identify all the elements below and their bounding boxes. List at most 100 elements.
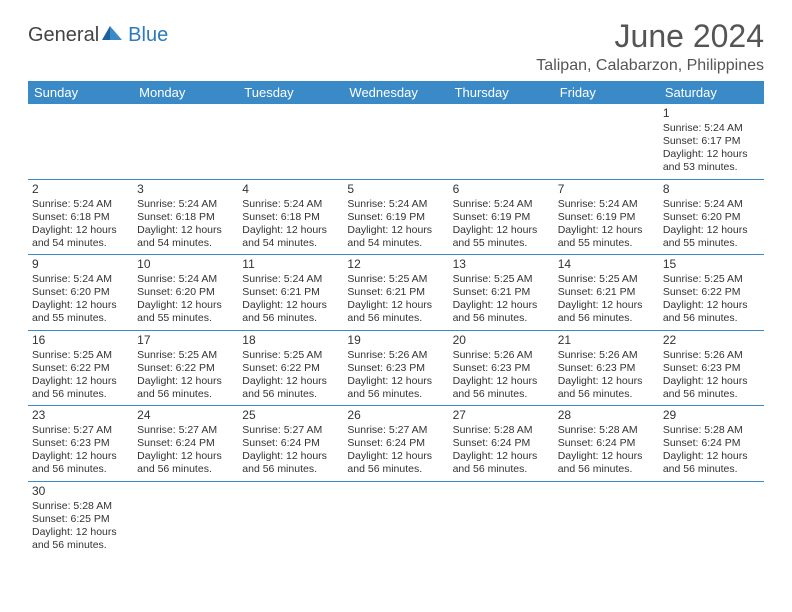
brand-logo: General Blue — [28, 24, 168, 47]
sunrise-line: Sunrise: 5:28 AM — [663, 424, 760, 437]
sunset-line: Sunset: 6:20 PM — [663, 211, 760, 224]
sunset-line: Sunset: 6:21 PM — [242, 286, 339, 299]
sunset-line: Sunset: 6:20 PM — [32, 286, 129, 299]
sunset-line: Sunset: 6:24 PM — [347, 437, 444, 450]
daylight-line: Daylight: 12 hours and 56 minutes. — [558, 375, 655, 401]
calendar-cell-empty — [449, 104, 554, 179]
sunrise-line: Sunrise: 5:28 AM — [558, 424, 655, 437]
calendar-cell: 29Sunrise: 5:28 AMSunset: 6:24 PMDayligh… — [659, 406, 764, 482]
sunrise-line: Sunrise: 5:24 AM — [347, 198, 444, 211]
page-title: June 2024 — [536, 18, 764, 55]
calendar-cell: 9Sunrise: 5:24 AMSunset: 6:20 PMDaylight… — [28, 255, 133, 331]
calendar-cell: 4Sunrise: 5:24 AMSunset: 6:18 PMDaylight… — [238, 179, 343, 255]
calendar-cell: 27Sunrise: 5:28 AMSunset: 6:24 PMDayligh… — [449, 406, 554, 482]
daylight-line: Daylight: 12 hours and 56 minutes. — [558, 299, 655, 325]
sunset-line: Sunset: 6:20 PM — [137, 286, 234, 299]
daylight-line: Daylight: 12 hours and 54 minutes. — [242, 224, 339, 250]
daylight-line: Daylight: 12 hours and 56 minutes. — [453, 450, 550, 476]
sunset-line: Sunset: 6:22 PM — [32, 362, 129, 375]
calendar-cell: 30Sunrise: 5:28 AMSunset: 6:25 PMDayligh… — [28, 481, 133, 556]
daylight-line: Daylight: 12 hours and 56 minutes. — [347, 299, 444, 325]
day-number: 22 — [663, 333, 760, 348]
day-number: 1 — [663, 106, 760, 121]
sunrise-line: Sunrise: 5:24 AM — [137, 198, 234, 211]
calendar-cell: 25Sunrise: 5:27 AMSunset: 6:24 PMDayligh… — [238, 406, 343, 482]
day-number: 9 — [32, 257, 129, 272]
daylight-line: Daylight: 12 hours and 56 minutes. — [137, 375, 234, 401]
calendar-cell: 28Sunrise: 5:28 AMSunset: 6:24 PMDayligh… — [554, 406, 659, 482]
daylight-line: Daylight: 12 hours and 56 minutes. — [137, 450, 234, 476]
day-number: 10 — [137, 257, 234, 272]
sunrise-line: Sunrise: 5:24 AM — [32, 198, 129, 211]
sunrise-line: Sunrise: 5:27 AM — [242, 424, 339, 437]
calendar-table: SundayMondayTuesdayWednesdayThursdayFrid… — [28, 81, 764, 556]
calendar-cell: 23Sunrise: 5:27 AMSunset: 6:23 PMDayligh… — [28, 406, 133, 482]
day-number: 29 — [663, 408, 760, 423]
weekday-header: Friday — [554, 81, 659, 104]
calendar-cell: 14Sunrise: 5:25 AMSunset: 6:21 PMDayligh… — [554, 255, 659, 331]
calendar-cell-empty — [343, 481, 448, 556]
daylight-line: Daylight: 12 hours and 54 minutes. — [32, 224, 129, 250]
sunset-line: Sunset: 6:23 PM — [32, 437, 129, 450]
calendar-cell: 11Sunrise: 5:24 AMSunset: 6:21 PMDayligh… — [238, 255, 343, 331]
calendar-cell: 15Sunrise: 5:25 AMSunset: 6:22 PMDayligh… — [659, 255, 764, 331]
calendar-row: 2Sunrise: 5:24 AMSunset: 6:18 PMDaylight… — [28, 179, 764, 255]
sunset-line: Sunset: 6:25 PM — [32, 513, 129, 526]
sunset-line: Sunset: 6:24 PM — [137, 437, 234, 450]
calendar-cell: 2Sunrise: 5:24 AMSunset: 6:18 PMDaylight… — [28, 179, 133, 255]
sunrise-line: Sunrise: 5:24 AM — [453, 198, 550, 211]
calendar-cell: 7Sunrise: 5:24 AMSunset: 6:19 PMDaylight… — [554, 179, 659, 255]
sunset-line: Sunset: 6:24 PM — [453, 437, 550, 450]
calendar-cell: 24Sunrise: 5:27 AMSunset: 6:24 PMDayligh… — [133, 406, 238, 482]
sunrise-line: Sunrise: 5:28 AM — [453, 424, 550, 437]
calendar-cell: 19Sunrise: 5:26 AMSunset: 6:23 PMDayligh… — [343, 330, 448, 406]
sunrise-line: Sunrise: 5:25 AM — [137, 349, 234, 362]
calendar-cell: 22Sunrise: 5:26 AMSunset: 6:23 PMDayligh… — [659, 330, 764, 406]
daylight-line: Daylight: 12 hours and 55 minutes. — [663, 224, 760, 250]
calendar-cell-empty — [133, 104, 238, 179]
day-number: 2 — [32, 182, 129, 197]
calendar-cell-empty — [238, 481, 343, 556]
daylight-line: Daylight: 12 hours and 54 minutes. — [347, 224, 444, 250]
calendar-cell: 5Sunrise: 5:24 AMSunset: 6:19 PMDaylight… — [343, 179, 448, 255]
weekday-header: Tuesday — [238, 81, 343, 104]
sunset-line: Sunset: 6:23 PM — [663, 362, 760, 375]
calendar-cell-empty — [554, 481, 659, 556]
calendar-row: 16Sunrise: 5:25 AMSunset: 6:22 PMDayligh… — [28, 330, 764, 406]
sunset-line: Sunset: 6:22 PM — [137, 362, 234, 375]
calendar-cell: 8Sunrise: 5:24 AMSunset: 6:20 PMDaylight… — [659, 179, 764, 255]
sunrise-line: Sunrise: 5:25 AM — [347, 273, 444, 286]
sunrise-line: Sunrise: 5:24 AM — [663, 198, 760, 211]
day-number: 14 — [558, 257, 655, 272]
sunset-line: Sunset: 6:23 PM — [558, 362, 655, 375]
day-number: 28 — [558, 408, 655, 423]
calendar-cell: 17Sunrise: 5:25 AMSunset: 6:22 PMDayligh… — [133, 330, 238, 406]
calendar-cell-empty — [28, 104, 133, 179]
calendar-row: 9Sunrise: 5:24 AMSunset: 6:20 PMDaylight… — [28, 255, 764, 331]
sunset-line: Sunset: 6:24 PM — [663, 437, 760, 450]
sunrise-line: Sunrise: 5:25 AM — [242, 349, 339, 362]
sunset-line: Sunset: 6:19 PM — [347, 211, 444, 224]
sunset-line: Sunset: 6:22 PM — [242, 362, 339, 375]
sunrise-line: Sunrise: 5:25 AM — [663, 273, 760, 286]
calendar-row: 23Sunrise: 5:27 AMSunset: 6:23 PMDayligh… — [28, 406, 764, 482]
daylight-line: Daylight: 12 hours and 56 minutes. — [663, 299, 760, 325]
sunset-line: Sunset: 6:23 PM — [347, 362, 444, 375]
calendar-cell: 12Sunrise: 5:25 AMSunset: 6:21 PMDayligh… — [343, 255, 448, 331]
daylight-line: Daylight: 12 hours and 56 minutes. — [663, 375, 760, 401]
brand-text-2: Blue — [128, 24, 168, 47]
daylight-line: Daylight: 12 hours and 56 minutes. — [32, 375, 129, 401]
calendar-cell: 1Sunrise: 5:24 AMSunset: 6:17 PMDaylight… — [659, 104, 764, 179]
daylight-line: Daylight: 12 hours and 56 minutes. — [663, 450, 760, 476]
calendar-row: 30Sunrise: 5:28 AMSunset: 6:25 PMDayligh… — [28, 481, 764, 556]
daylight-line: Daylight: 12 hours and 56 minutes. — [453, 299, 550, 325]
weekday-header: Monday — [133, 81, 238, 104]
sunset-line: Sunset: 6:19 PM — [453, 211, 550, 224]
sunrise-line: Sunrise: 5:26 AM — [558, 349, 655, 362]
sunset-line: Sunset: 6:18 PM — [32, 211, 129, 224]
day-number: 19 — [347, 333, 444, 348]
sunrise-line: Sunrise: 5:25 AM — [453, 273, 550, 286]
sunset-line: Sunset: 6:17 PM — [663, 135, 760, 148]
calendar-cell: 6Sunrise: 5:24 AMSunset: 6:19 PMDaylight… — [449, 179, 554, 255]
calendar-cell-empty — [133, 481, 238, 556]
